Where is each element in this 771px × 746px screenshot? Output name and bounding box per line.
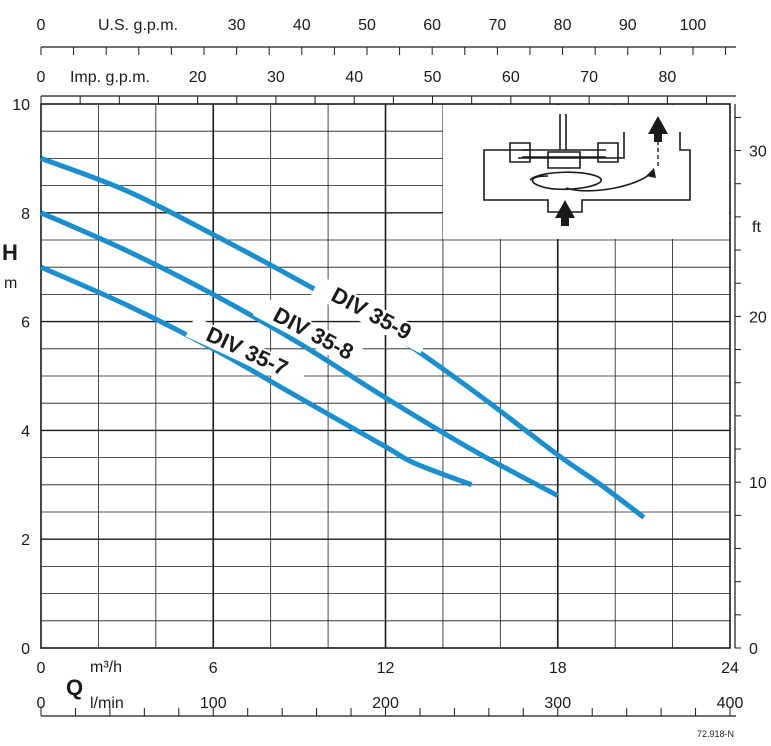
l-min-tick-label: 400	[717, 695, 744, 712]
ft-tick-label: 30	[749, 144, 767, 161]
imp-gpm-tick-label: 60	[502, 69, 520, 86]
flow-arrow-icon	[646, 168, 656, 178]
diagram-line	[483, 132, 691, 213]
y-tick-label: 10	[12, 97, 30, 114]
x-tick-label: 24	[721, 660, 739, 677]
us-gpm-tick-label: 100	[680, 17, 707, 34]
x-tick-label: 12	[377, 660, 395, 677]
diagram-line	[547, 151, 581, 169]
imp-gpm-tick-label: 0	[37, 69, 46, 86]
y-axis-unit: m	[4, 275, 17, 292]
series-label-background	[185, 316, 308, 389]
us-gpm-tick-label: 0	[37, 17, 46, 34]
diagram-line	[529, 171, 603, 191]
us-gpm-tick-label: 50	[358, 17, 376, 34]
imp-gpm-tick-label: 80	[659, 69, 677, 86]
x-tick-label: 18	[549, 660, 567, 677]
diagram-line	[509, 142, 531, 163]
ft-tick-label: 20	[749, 309, 767, 326]
series-label-background	[310, 275, 431, 354]
inlet-arrow-icon	[555, 200, 575, 226]
x-tick-label: 0	[37, 660, 46, 677]
y-axis-symbol: H	[2, 240, 18, 265]
pump-diagram-inset	[443, 105, 729, 239]
diagram-line	[518, 132, 625, 159]
series-line-div-35-8	[39, 210, 559, 498]
figure-code: 72.918-N	[697, 729, 734, 739]
l-min-tick-label: 0	[37, 695, 46, 712]
us-gpm-tick-label: 60	[423, 17, 441, 34]
imp-gpm-tick-label: 20	[189, 69, 207, 86]
us-gpm-tick-label: 40	[293, 17, 311, 34]
us-gpm-tick-label: 80	[554, 17, 572, 34]
ft-tick-label: 10	[749, 475, 767, 492]
l-min-tick-label: 100	[200, 695, 227, 712]
diagram-line	[597, 142, 619, 163]
y-tick-label: 0	[21, 641, 30, 658]
l-min-tick-label: 200	[372, 695, 399, 712]
l-min-tick-label: 300	[544, 695, 571, 712]
us-gpm-tick-label: 70	[488, 17, 506, 34]
ft-axis-unit: ft	[752, 219, 761, 236]
imp-gpm-tick-label: 50	[424, 69, 442, 86]
plot-frame	[40, 103, 731, 649]
imp-gpm-axis-label: Imp. g.p.m.	[70, 69, 150, 86]
y-tick-label: 8	[21, 206, 30, 223]
l-min-axis-unit: l/min	[90, 695, 124, 712]
series-line-div-35-7	[39, 264, 473, 488]
us-gpm-axis-label: U.S. g.p.m.	[98, 17, 178, 34]
y-tick-label: 2	[21, 532, 30, 549]
imp-gpm-tick-label: 30	[267, 69, 285, 86]
x-axis-unit: m³/h	[90, 659, 122, 676]
x-axis-symbol: Q	[66, 675, 83, 700]
us-gpm-tick-label: 30	[228, 17, 246, 34]
imp-gpm-tick-label: 70	[580, 69, 598, 86]
y-tick-label: 4	[21, 423, 30, 440]
inset-background	[443, 105, 729, 239]
x-tick-label: 6	[209, 660, 218, 677]
us-gpm-tick-label: 90	[619, 17, 637, 34]
imp-gpm-tick-label: 40	[345, 69, 363, 86]
series-label-background	[252, 295, 373, 374]
grid	[40, 103, 731, 649]
y-tick-label: 6	[21, 315, 30, 332]
outlet-arrow-icon	[648, 116, 668, 142]
ft-tick-label: 0	[749, 641, 758, 658]
